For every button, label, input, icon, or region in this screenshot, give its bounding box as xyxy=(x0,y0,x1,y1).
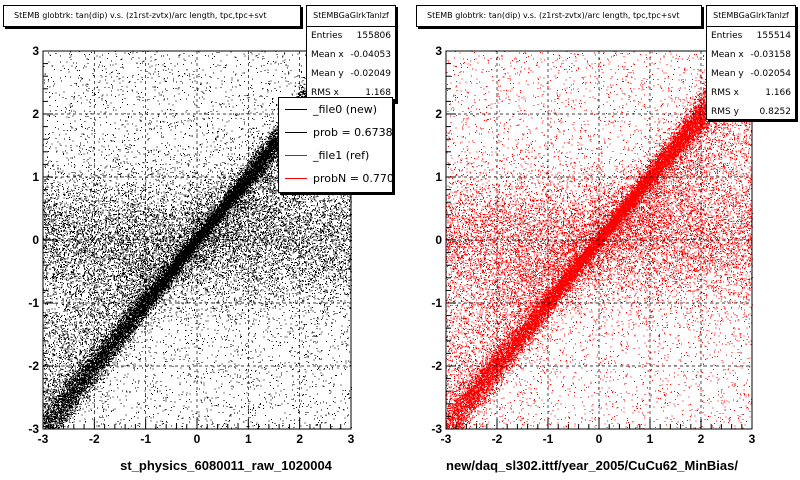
legend: _file0 (new) prob = 0.673805 _file1 (ref… xyxy=(278,97,393,193)
left-chart-title: StEMB globtrk: tan(dip) v.s. (z1rst-zvtx… xyxy=(3,5,301,27)
legend-label: prob = 0.673805 xyxy=(313,126,393,139)
legend-swatch xyxy=(285,178,307,179)
stats-label: Mean x xyxy=(311,50,344,60)
y-tick-label: 2 xyxy=(32,107,39,121)
legend-entry-file0: _file0 (new) xyxy=(279,98,392,121)
stats-row: Mean x -0.03158 xyxy=(707,46,795,65)
y-tick-label: 1 xyxy=(435,170,442,184)
left-stats-box: StEMBGaGlrkTanlzf Entries 155806 Mean x -0… xyxy=(306,5,396,102)
legend-entry-prob: prob = 0.673805 xyxy=(279,121,392,144)
left-stats-name: StEMBGaGlrkTanlzf xyxy=(307,6,395,27)
legend-entry-file1: _file1 (ref) xyxy=(279,144,392,167)
left-chart-pad: -3 -2 -1 0 1 2 3 -3 -2 -1 0 1 2 3 StEMB globtrk: tan(… xyxy=(3,5,396,473)
x-tick-label: -2 xyxy=(492,432,503,446)
legend-label: _file1 (ref) xyxy=(313,149,370,162)
stats-value: 155514 xyxy=(756,31,791,41)
stats-row: Entries 155514 xyxy=(707,27,795,46)
y-tick-label: 0 xyxy=(435,233,442,247)
legend-label: _file0 (new) xyxy=(313,103,378,116)
stats-value: 155806 xyxy=(356,31,391,41)
stats-row: Mean y -0.02054 xyxy=(707,65,795,84)
legend-swatch xyxy=(285,155,307,156)
right-stats-box: StEMBGaGlrkTanlzf Entries 155514 Mean x -0… xyxy=(706,5,796,120)
right-grid xyxy=(446,51,752,429)
right-scatter-plot: -3 -2 -1 0 1 2 3 -3 -2 -1 0 1 2 3 xyxy=(431,44,755,446)
right-chart-title: StEMB globtrk: tan(dip) v.s. (z1rst-zvtx… xyxy=(416,5,702,27)
stats-value: 1.166 xyxy=(765,88,791,98)
y-tick-label: -3 xyxy=(431,422,442,436)
stats-label: Entries xyxy=(711,31,743,41)
x-tick-label: -3 xyxy=(38,432,49,446)
left-axis-ticks: -3 -2 -1 0 1 2 3 -3 -2 -1 0 1 2 3 xyxy=(28,44,354,446)
stats-value: -0.02049 xyxy=(350,69,391,79)
legend-swatch xyxy=(285,109,307,110)
y-tick-label: -3 xyxy=(28,422,39,436)
stats-value: -0.03158 xyxy=(750,50,791,60)
x-tick-label: 1 xyxy=(647,432,654,446)
stats-row: RMS x 1.168 xyxy=(307,84,395,103)
legend-entry-probN: probN = 0.770873 xyxy=(279,167,392,190)
right-axis-ticks: -3 -2 -1 0 1 2 3 -3 -2 -1 0 1 2 3 xyxy=(431,44,755,446)
stats-label: Mean y xyxy=(711,69,744,79)
x-tick-label: 2 xyxy=(698,432,705,446)
x-tick-label: -2 xyxy=(89,432,100,446)
stats-row: Entries 155806 xyxy=(307,27,395,46)
y-tick-label: 1 xyxy=(32,170,39,184)
right-stats-name: StEMBGaGlrkTanlzf xyxy=(707,6,795,27)
stats-value: -0.02054 xyxy=(750,69,791,79)
x-tick-label: 2 xyxy=(296,432,303,446)
y-tick-label: -1 xyxy=(28,296,39,310)
stats-row: RMS x 1.166 xyxy=(707,84,795,103)
stats-label: RMS x xyxy=(311,88,339,98)
x-tick-label: 1 xyxy=(245,432,252,446)
scatter-points xyxy=(446,50,753,430)
y-tick-label: -2 xyxy=(28,359,39,373)
y-tick-label: 0 xyxy=(32,233,39,247)
x-tick-label: -3 xyxy=(441,432,452,446)
right-x-axis-title: new/daq_sl302.ittf/year_2005/CuCu62_MinB… xyxy=(446,458,738,473)
stats-value: 1.168 xyxy=(365,88,391,98)
y-tick-label: -1 xyxy=(431,296,442,310)
y-tick-label: 3 xyxy=(435,44,442,58)
right-chart-pad: -3 -2 -1 0 1 2 3 -3 -2 -1 0 1 2 3 StEMB globtrk: tan(… xyxy=(400,0,800,480)
legend-label: probN = 0.770873 xyxy=(313,172,392,185)
x-tick-label: 0 xyxy=(194,432,201,446)
x-tick-label: -1 xyxy=(543,432,554,446)
stats-label: Entries xyxy=(311,31,343,41)
stats-row: Mean y -0.02049 xyxy=(307,65,395,84)
x-tick-label: 3 xyxy=(749,432,756,446)
y-tick-label: 2 xyxy=(435,107,442,121)
stats-label: RMS y xyxy=(711,107,739,117)
x-tick-label: 0 xyxy=(596,432,603,446)
stats-value: -0.04053 xyxy=(350,50,391,60)
stats-label: RMS x xyxy=(711,88,739,98)
left-x-axis-title: st_physics_6080011_raw_1020004 xyxy=(120,458,332,473)
stats-row: RMS y 0.8252 xyxy=(707,103,795,122)
x-tick-label: -1 xyxy=(140,432,151,446)
legend-swatch xyxy=(285,132,307,133)
stats-value: 0.8252 xyxy=(759,107,792,117)
y-tick-label: -2 xyxy=(431,359,442,373)
stats-label: Mean x xyxy=(711,50,744,60)
right-points-layer xyxy=(446,50,753,430)
stats-label: Mean y xyxy=(311,69,344,79)
stats-row: Mean x -0.04053 xyxy=(307,46,395,65)
y-tick-label: 3 xyxy=(32,44,39,58)
x-tick-label: 3 xyxy=(348,432,355,446)
